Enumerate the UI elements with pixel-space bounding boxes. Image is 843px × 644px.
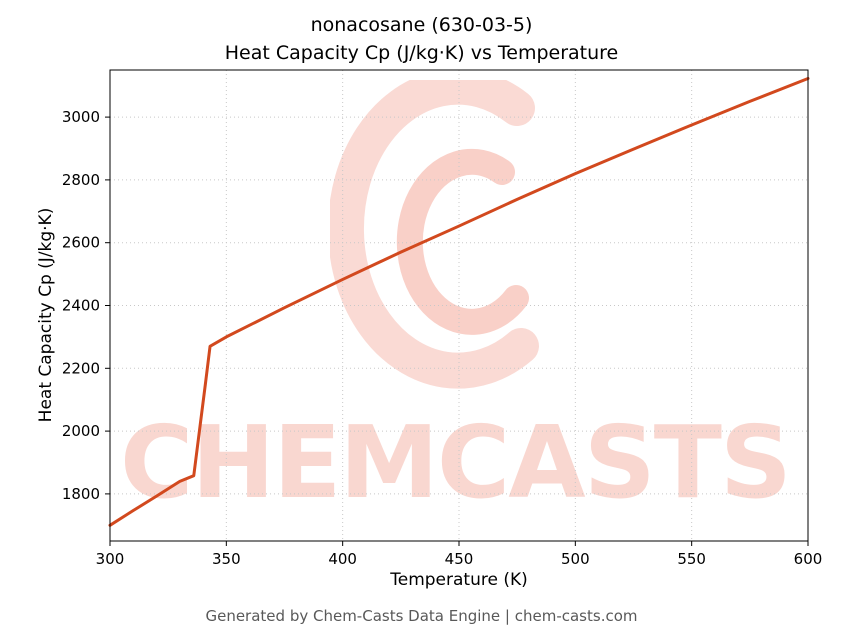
y-tick-label: 2400 — [62, 297, 100, 315]
y-tick-label: 3000 — [62, 108, 100, 126]
x-tick-label: 550 — [677, 550, 706, 568]
plot-border — [109, 69, 809, 542]
chart-title: nonacosane (630-03-5) Heat Capacity Cp (… — [0, 12, 843, 67]
y-tick-label: 2000 — [62, 422, 100, 440]
x-tick-label: 600 — [794, 550, 823, 568]
x-tick-label: 300 — [96, 550, 125, 568]
data-line — [108, 76, 810, 527]
chart-title-line1: nonacosane (630-03-5) — [310, 14, 533, 36]
x-tick-label: 500 — [561, 550, 590, 568]
y-tick-label: 1800 — [62, 485, 100, 503]
x-tick-label: 400 — [328, 550, 357, 568]
y-tick-label: 2200 — [62, 359, 100, 377]
footer-text: Generated by Chem-Casts Data Engine | ch… — [205, 607, 638, 625]
x-axis-label: Temperature (K) — [390, 570, 528, 590]
x-tick-label: 450 — [445, 550, 474, 568]
x-tick-label: 350 — [212, 550, 241, 568]
watermark-text: CHEMCASTS — [120, 404, 792, 521]
chart-title-line2: Heat Capacity Cp (J/kg·K) vs Temperature — [224, 41, 619, 64]
y-tick-label: 2800 — [62, 171, 100, 189]
y-tick-label: 2600 — [62, 234, 100, 252]
watermark-logo-icon — [330, 80, 539, 389]
